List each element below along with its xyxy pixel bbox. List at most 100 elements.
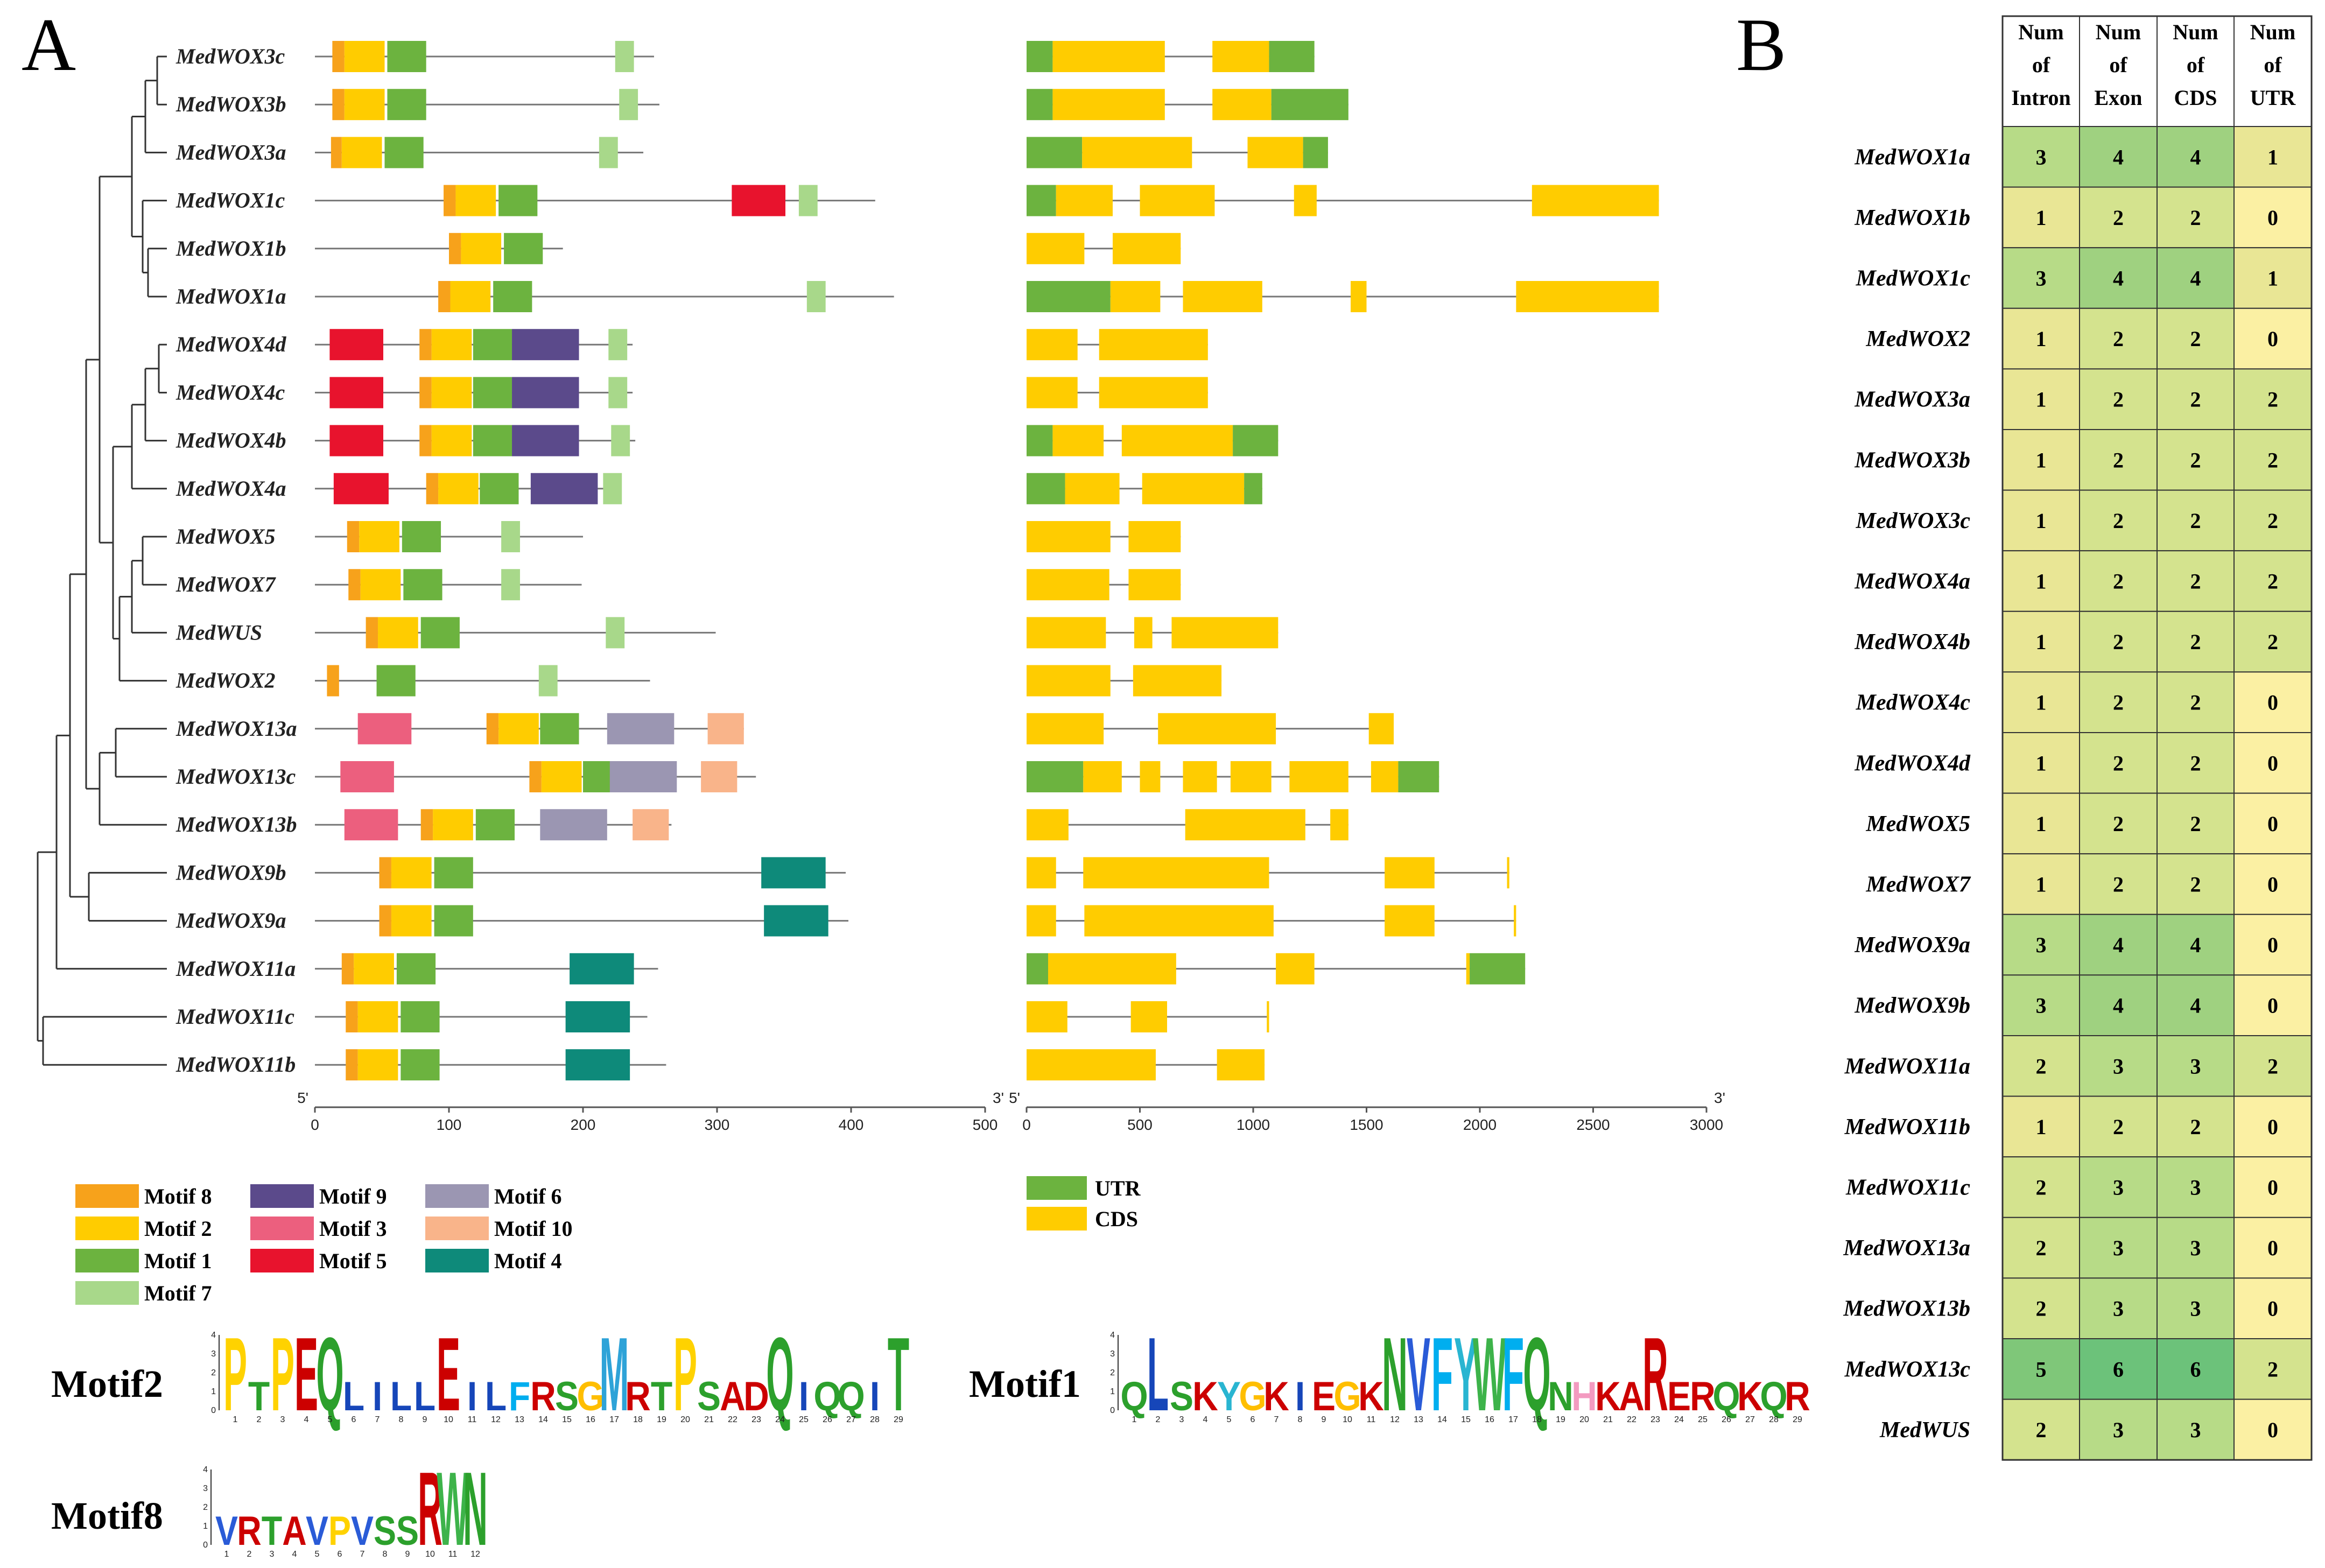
motif1-logo-position: 14: [1437, 1415, 1447, 1424]
gene-tick-label: 500: [1127, 1116, 1153, 1133]
legend-swatch-m1: [75, 1249, 139, 1272]
motif1-logo-position: 23: [1650, 1415, 1660, 1424]
motif1-logo-position: 6: [1251, 1415, 1255, 1424]
motif-block-m2: [391, 905, 432, 937]
motif2-logo-letter: F: [509, 1374, 530, 1420]
cds-block: [1385, 857, 1435, 889]
motif-block-m1: [473, 377, 512, 409]
motif2-logo-position: 13: [515, 1415, 524, 1424]
motif-block-m3: [340, 761, 394, 792]
table-header: Exon: [2095, 86, 2143, 110]
table-cell-value: 6: [2190, 1357, 2201, 1381]
utr-block: [1233, 425, 1279, 456]
table-row-gene: MedWOX4c: [1856, 691, 1971, 715]
motif-block-m9: [530, 473, 598, 504]
table-cell-value: 2: [2190, 812, 2201, 836]
motif1-logo-letter: S: [1170, 1374, 1193, 1420]
motif-block-m8: [341, 953, 354, 985]
motif2-logo-position: 12: [491, 1415, 501, 1424]
table-header: Num: [2018, 20, 2063, 44]
phylogenetic-tree: [37, 55, 167, 1066]
motif2-logo-position: 5: [328, 1415, 333, 1424]
motif-block-m2: [378, 617, 418, 649]
motif2-logo-position: 29: [894, 1415, 903, 1424]
motif2-logo-position: 11: [468, 1415, 477, 1424]
legend-label: Motif 10: [494, 1217, 573, 1241]
motif1-logo-position: 26: [1722, 1415, 1731, 1424]
motif-block-m1: [401, 1001, 440, 1032]
table-cell: [2079, 1217, 2158, 1279]
table-cell-value: 0: [2267, 327, 2278, 351]
motif2-logo-letter: R: [625, 1374, 651, 1420]
table-cell-value: 2: [2036, 1297, 2047, 1321]
utr-block: [1470, 953, 1526, 985]
table-cell-value: 3: [2190, 1297, 2201, 1321]
table-cell-value: 0: [2267, 994, 2278, 1018]
table-cell-value: 1: [2036, 206, 2047, 230]
table-cell-value: 3: [2113, 1236, 2124, 1260]
table-cell-value: 3: [2113, 1297, 2124, 1321]
table-cell-value: 3: [2113, 1176, 2124, 1200]
motif1-logo-letter: Y: [1454, 1316, 1478, 1433]
table-cell: [2233, 1156, 2312, 1218]
table-cell-value: 3: [2190, 1418, 2201, 1442]
motif-block-m5: [329, 377, 383, 409]
cds-block: [1082, 137, 1192, 168]
motif1-logo-position: 17: [1508, 1415, 1518, 1424]
motif-block-m1: [493, 281, 532, 312]
motif8-logo-title: Motif8: [51, 1494, 163, 1537]
table-cell-value: 2: [2267, 448, 2278, 472]
cds-block: [1056, 185, 1113, 216]
table-cell-value: 2: [2267, 630, 2278, 654]
motif2-logo-letter: M: [600, 1316, 629, 1433]
motif-block-m4: [565, 1049, 630, 1081]
table-cell: [2079, 610, 2158, 673]
table-cell: [2002, 610, 2080, 673]
cds-block: [1183, 761, 1217, 792]
table-row-gene: MedWOX1b: [1854, 206, 1970, 230]
legend-label: Motif 8: [144, 1184, 212, 1208]
motif1-logo-axis-label: 3: [1110, 1349, 1115, 1359]
motif-block-m1: [504, 233, 543, 264]
cds-block: [1514, 905, 1516, 937]
motif1-logo-letter: F: [1502, 1316, 1524, 1433]
motif2-logo-letter: T: [651, 1374, 672, 1420]
cds-block: [1084, 905, 1274, 937]
table-row-gene: MedWOX11a: [1844, 1054, 1970, 1079]
motif8-logo-position: 10: [425, 1550, 435, 1559]
motif-block-m7: [611, 425, 630, 456]
motif2-logo-letter: Q: [813, 1374, 841, 1420]
cds-block: [1385, 905, 1435, 937]
motif-block-m10: [701, 761, 737, 792]
legend-label: Motif 9: [319, 1184, 387, 1208]
table-cell-value: 3: [2036, 933, 2047, 957]
motif-block-m8: [348, 569, 361, 601]
motif1-logo-letter: I: [1295, 1374, 1305, 1420]
table-cell-value: 4: [2190, 994, 2201, 1018]
motif1-logo-position: 25: [1698, 1415, 1708, 1424]
cds-block: [1289, 761, 1348, 792]
table-row-gene: MedWUS: [1879, 1418, 1970, 1443]
motif-block-m9: [512, 329, 579, 361]
utr-block: [1027, 89, 1053, 121]
table-cell-value: 0: [2267, 1297, 2278, 1321]
table-cell-value: 2: [2190, 388, 2201, 412]
table-cell-value: 2: [2190, 873, 2201, 897]
motif-block-m1: [376, 665, 416, 697]
table-cell-value: 0: [2267, 691, 2278, 715]
motif2-logo-letter: Q: [316, 1316, 343, 1433]
legend-swatch-m9: [250, 1184, 314, 1208]
table-cell: [2079, 368, 2158, 431]
table-cell: [2157, 732, 2235, 794]
cds-block: [1027, 329, 1078, 361]
cds-block: [1368, 713, 1394, 744]
motif1-logo-letter: F: [1431, 1316, 1453, 1433]
scale-axes: 0 100 200 300 400 500 5' 3' 0 500 1000 1500 2000 2500…: [297, 1089, 1725, 1133]
legend-swatch-m8: [75, 1184, 139, 1208]
motif8-logo-position: 7: [360, 1550, 365, 1559]
gene-label: MedWOX4a: [175, 476, 286, 501]
motif-block-m7: [608, 377, 628, 409]
motif2-logo-position: 26: [823, 1415, 832, 1424]
legend-swatch-utr: [1027, 1176, 1087, 1200]
structure-count-table: Num of Intron Num of Exon Num of CDS Num of UTR MedW…: [1843, 15, 2313, 1461]
